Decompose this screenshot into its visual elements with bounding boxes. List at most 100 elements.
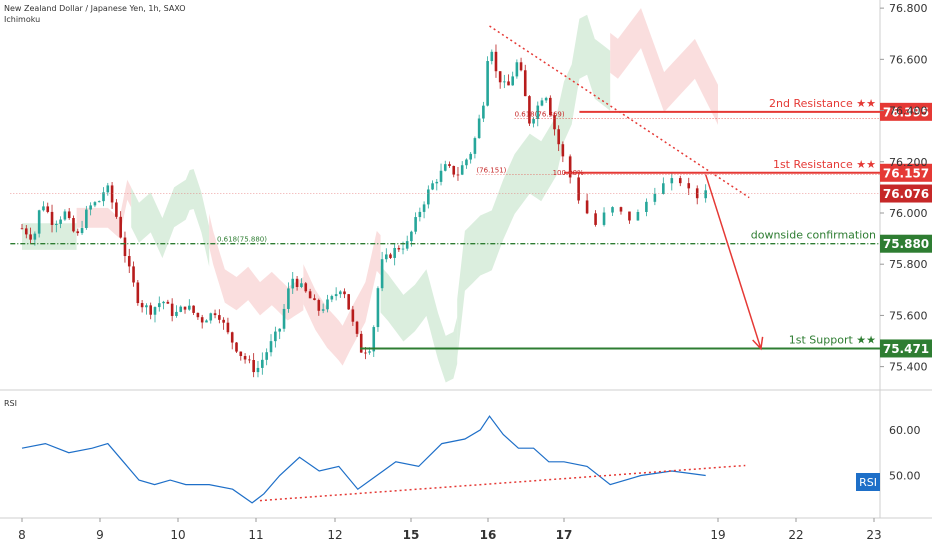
candle-body [37, 210, 41, 234]
candle-body [397, 247, 401, 250]
candle-body [662, 183, 665, 194]
candle-body [115, 202, 118, 217]
cloud-segment [380, 265, 458, 383]
price-tag-text: 76.395 [883, 105, 929, 119]
candle-body [443, 164, 447, 171]
candle-body [473, 138, 477, 154]
candle-body [393, 247, 396, 258]
candle-body [80, 228, 84, 234]
candle-body [102, 192, 105, 202]
candle-body [321, 309, 325, 311]
ytick-label: 76.800 [889, 2, 928, 15]
ytick-label: 75.600 [889, 309, 928, 322]
candle-body [153, 307, 157, 315]
rsi-tag-text: RSI [859, 476, 877, 489]
xtick-label: 11 [248, 528, 263, 542]
candle-body [89, 205, 92, 210]
candle-body [427, 189, 430, 205]
candle-body [248, 359, 251, 361]
candle-body [577, 177, 580, 201]
candle-body [515, 62, 519, 77]
price-tag-75.471: 75.471 [880, 339, 932, 358]
candle-body [196, 312, 200, 318]
candle-body [42, 206, 45, 211]
candle-body [498, 71, 502, 83]
candle-body [59, 219, 62, 224]
price-tag-76.395: 76.395 [880, 102, 932, 121]
candle-body [50, 211, 54, 225]
candle-body [97, 201, 101, 203]
xtick-label: 9 [96, 528, 104, 542]
candle-body [619, 207, 623, 212]
candle-body [653, 193, 657, 202]
candle-body [439, 170, 443, 182]
candle-body [544, 97, 548, 101]
xtick-label: 19 [710, 528, 725, 542]
candle-body [300, 283, 303, 287]
candle-body [405, 241, 409, 249]
candle-body [274, 331, 277, 342]
candle-body [183, 306, 187, 310]
xtick-label: 8 [18, 528, 26, 542]
candle-body [503, 81, 506, 83]
price-tag-75.880: 75.880 [880, 234, 932, 253]
candle-body [252, 360, 255, 373]
candle-body [477, 118, 481, 139]
candle-body [140, 303, 144, 308]
candle-body [628, 211, 631, 221]
candle-body [456, 174, 460, 176]
candle-body [670, 178, 674, 184]
candle-body [536, 105, 540, 120]
candle-body [380, 259, 384, 289]
ytick-label: 76.400 [889, 105, 928, 118]
rsi-trendline [259, 464, 746, 502]
candle-body [553, 115, 556, 130]
candle-body [304, 283, 308, 292]
xtick-label: 12 [327, 528, 342, 542]
ytick-label: 75.800 [889, 258, 928, 271]
candle-body [376, 288, 380, 328]
grid [0, 0, 932, 519]
candle-body [317, 300, 321, 311]
candle-body [46, 206, 50, 212]
candle-body [243, 356, 247, 360]
candle-body [343, 291, 346, 295]
candle-body [136, 282, 140, 304]
candle-body [418, 211, 422, 218]
candle-body [519, 62, 523, 71]
candle-body [67, 211, 71, 219]
candle-body [645, 201, 648, 212]
candle-body [85, 209, 88, 229]
candle-body [205, 320, 208, 323]
candle-body [368, 351, 371, 353]
candle-body [291, 278, 295, 289]
candle-body [540, 100, 544, 106]
level-label: downside confirmation [751, 229, 876, 242]
candle-body [20, 228, 24, 230]
chart-title: New Zealand Dollar / Japanese Yen, 1h, S… [4, 4, 186, 13]
candle-body [123, 237, 127, 257]
xtick-label: 22 [788, 528, 803, 542]
candle-body [549, 97, 552, 116]
candle-body [482, 105, 485, 119]
candle-body [401, 248, 405, 250]
ytick-label: 76.200 [889, 156, 928, 169]
xtick-label: 16 [480, 528, 497, 542]
candle-body [364, 352, 367, 354]
candle-body [611, 207, 614, 213]
candle-body [226, 322, 230, 333]
candle-body [239, 351, 243, 357]
candle-body [385, 254, 388, 260]
candle-body [389, 254, 392, 258]
cloud-segment [303, 230, 381, 366]
candle-body [313, 298, 316, 301]
price-tag-text: 75.880 [883, 237, 929, 251]
candle-body [435, 181, 439, 184]
xtick-label: 15 [403, 528, 420, 542]
candle-body [602, 212, 606, 225]
price-tag-text: 76.076 [883, 187, 929, 201]
candle-body [347, 294, 350, 310]
ytick-label: 76.000 [889, 207, 928, 220]
rsi-line [21, 415, 706, 504]
